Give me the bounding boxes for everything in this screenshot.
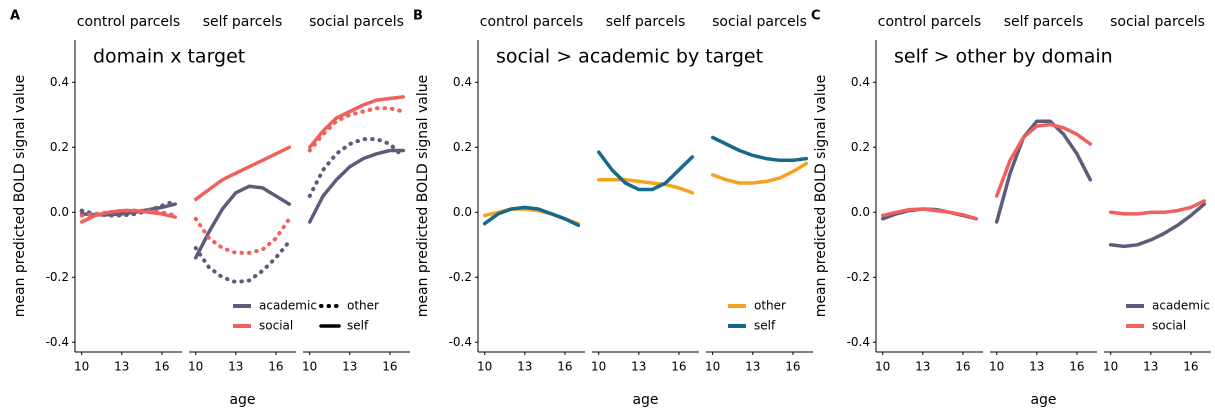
- facet-title: self parcels: [203, 14, 283, 30]
- y-tick-label: 0.0: [453, 205, 472, 219]
- series-line: [880, 207, 979, 221]
- x-axis-label: age: [229, 392, 255, 408]
- facet-title: control parcels: [77, 14, 180, 30]
- x-tick-label: 10: [74, 360, 89, 374]
- y-tick-label: 0.0: [50, 205, 69, 219]
- legend-label: social: [1152, 319, 1186, 333]
- y-tick-label: -0.4: [847, 335, 870, 349]
- y-tick-label: 0.2: [851, 140, 870, 154]
- x-tick-label: 13: [517, 360, 532, 374]
- series-line: [1108, 199, 1207, 216]
- x-axis-label: age: [1030, 392, 1056, 408]
- panel-label: B: [413, 9, 423, 24]
- series-line: [193, 145, 292, 202]
- x-tick-label: 10: [302, 360, 317, 374]
- y-tick-label: -0.4: [449, 335, 472, 349]
- y-tick-label: 0.4: [851, 75, 870, 89]
- series-line: [307, 95, 406, 150]
- chart-title: social > academic by target: [496, 46, 763, 68]
- y-tick-label: 0.4: [50, 75, 69, 89]
- series-line: [482, 205, 581, 228]
- series-line: [596, 178, 695, 195]
- series-line: [79, 208, 178, 218]
- y-tick-label: 0.4: [453, 75, 472, 89]
- x-tick-label: 13: [745, 360, 760, 374]
- y-tick-label: -0.2: [449, 270, 472, 284]
- x-tick-label: 10: [705, 360, 720, 374]
- series-line: [307, 137, 406, 198]
- x-tick-label: 13: [1029, 360, 1044, 374]
- series-line: [482, 207, 581, 226]
- series-line: [710, 161, 809, 185]
- x-tick-label: 10: [188, 360, 203, 374]
- facet-title: self parcels: [606, 14, 686, 30]
- series-line: [994, 122, 1093, 198]
- chart-title: domain x target: [93, 46, 245, 68]
- x-tick-label: 10: [875, 360, 890, 374]
- series-line: [193, 239, 292, 285]
- series-line: [307, 106, 406, 153]
- x-tick-label: 10: [989, 360, 1004, 374]
- facet-title: social parcels: [712, 14, 807, 30]
- x-tick-label: 10: [591, 360, 606, 374]
- x-tick-label: 13: [915, 360, 930, 374]
- legend-label: self: [347, 319, 369, 333]
- x-tick-label: 13: [114, 360, 129, 374]
- y-tick-label: -0.2: [847, 270, 870, 284]
- y-axis-label: mean predicted BOLD signal value: [813, 75, 829, 318]
- x-tick-label: 16: [1069, 360, 1084, 374]
- series-line: [710, 135, 809, 163]
- x-axis-label: age: [632, 392, 658, 408]
- x-tick-label: 10: [477, 360, 492, 374]
- chart-title: self > other by domain: [894, 46, 1113, 68]
- x-tick-label: 16: [1183, 360, 1198, 374]
- series-line: [193, 216, 292, 255]
- legend-label: self: [754, 319, 776, 333]
- x-tick-label: 16: [268, 360, 283, 374]
- facet-title: control parcels: [480, 14, 583, 30]
- y-tick-label: 0.2: [50, 140, 69, 154]
- x-tick-label: 10: [1103, 360, 1118, 374]
- x-tick-label: 13: [342, 360, 357, 374]
- x-tick-label: 13: [631, 360, 646, 374]
- series-line: [193, 184, 292, 260]
- legend-label: academic: [259, 299, 317, 313]
- legend-label: other: [754, 299, 786, 313]
- y-axis-label: mean predicted BOLD signal value: [415, 75, 431, 318]
- x-tick-label: 16: [557, 360, 572, 374]
- legend-label: other: [347, 299, 379, 313]
- panel-label: A: [10, 9, 20, 24]
- x-tick-label: 13: [228, 360, 243, 374]
- panel-label: C: [811, 9, 821, 24]
- series-line: [307, 148, 406, 224]
- y-axis-label: mean predicted BOLD signal value: [12, 75, 28, 318]
- facet-title: control parcels: [878, 14, 981, 30]
- legend-label: academic: [1152, 299, 1210, 313]
- x-tick-label: 16: [382, 360, 397, 374]
- facet-title: self parcels: [1004, 14, 1084, 30]
- x-tick-label: 16: [955, 360, 970, 374]
- y-tick-label: -0.2: [46, 270, 69, 284]
- series-line: [1108, 202, 1207, 249]
- facet-title: social parcels: [1110, 14, 1205, 30]
- x-tick-label: 16: [154, 360, 169, 374]
- y-tick-label: 0.0: [851, 205, 870, 219]
- series-line: [596, 150, 695, 192]
- x-tick-label: 16: [785, 360, 800, 374]
- series-line: [994, 119, 1093, 224]
- x-tick-label: 13: [1143, 360, 1158, 374]
- y-tick-label: 0.2: [453, 140, 472, 154]
- y-tick-label: -0.4: [46, 335, 69, 349]
- x-tick-label: 16: [671, 360, 686, 374]
- facet-title: social parcels: [309, 14, 404, 30]
- legend-label: social: [259, 319, 293, 333]
